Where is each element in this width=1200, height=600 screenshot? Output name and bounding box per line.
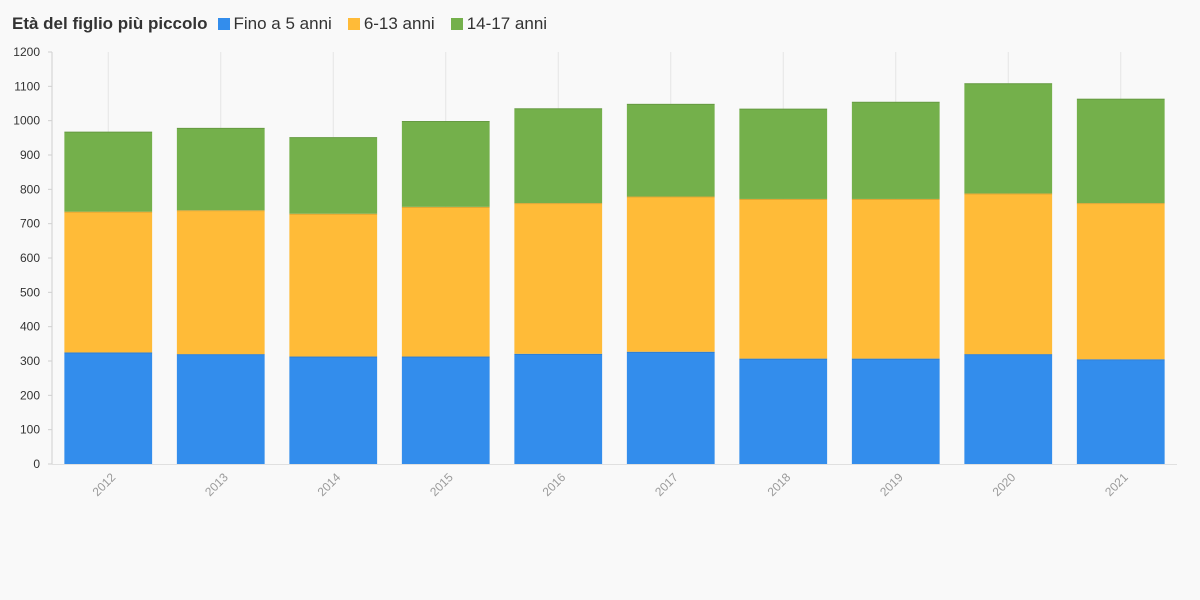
legend-item-14-17-anni[interactable]: 14-17 anni	[450, 14, 548, 34]
y-tick-label: 600	[20, 251, 40, 265]
y-tick-label: 400	[20, 320, 40, 334]
y-tick-label: 0	[33, 457, 40, 471]
bar-2019-6-13-anni[interactable]	[851, 198, 940, 359]
bar-2018-14-17-anni[interactable]	[739, 108, 828, 199]
bar-2020-fino-a-5-anni[interactable]	[964, 354, 1053, 464]
x-tick-label-2015: 2015	[427, 470, 456, 499]
bar-2015-14-17-anni[interactable]	[401, 121, 490, 207]
y-tick-label: 1000	[13, 114, 40, 128]
bar-2013-6-13-anni[interactable]	[176, 210, 265, 355]
bar-2015-fino-a-5-anni[interactable]	[401, 356, 490, 464]
x-tick-label-2014: 2014	[315, 470, 344, 499]
x-tick-label-2013: 2013	[202, 470, 231, 499]
y-tick-label: 100	[20, 423, 40, 437]
bar-2019-fino-a-5-anni[interactable]	[851, 358, 940, 464]
x-tick-label-2021: 2021	[1102, 470, 1131, 499]
legend-title: Età del figlio più piccolo	[12, 14, 208, 33]
bar-2021-6-13-anni[interactable]	[1076, 203, 1165, 360]
bar-2014-6-13-anni[interactable]	[289, 213, 378, 357]
bar-2021-14-17-anni[interactable]	[1076, 98, 1165, 204]
bar-2016-6-13-anni[interactable]	[514, 203, 603, 354]
y-tick-label: 300	[20, 354, 40, 368]
bar-2021-fino-a-5-anni[interactable]	[1076, 359, 1165, 464]
bars	[64, 83, 1165, 464]
bar-2017-fino-a-5-anni[interactable]	[626, 351, 715, 464]
legend: Età del figlio più piccolo Fino a 5 anni…	[12, 12, 563, 36]
bar-2013-fino-a-5-anni[interactable]	[176, 354, 265, 464]
bar-2013-14-17-anni[interactable]	[176, 127, 265, 211]
y-tick-label: 700	[20, 217, 40, 231]
legend-label-6-13-anni: 6-13 anni	[363, 14, 435, 33]
legend-swatch-14-17-anni	[450, 18, 463, 30]
legend-swatch-fino-a-5-anni	[217, 18, 230, 30]
legend-swatch-6-13-anni	[347, 18, 360, 30]
bar-2018-6-13-anni[interactable]	[739, 198, 828, 359]
x-tick-label-2018: 2018	[765, 470, 794, 499]
y-tick-label: 500	[20, 285, 40, 299]
y-tick-label: 1200	[13, 45, 40, 59]
bar-2020-6-13-anni[interactable]	[964, 193, 1053, 355]
bar-2016-fino-a-5-anni[interactable]	[514, 353, 603, 464]
bar-2015-6-13-anni[interactable]	[401, 206, 490, 357]
bar-2012-6-13-anni[interactable]	[64, 211, 153, 353]
legend-label-14-17-anni: 14-17 anni	[466, 14, 548, 33]
y-tick-label: 1100	[14, 79, 40, 93]
y-tick-label: 800	[20, 182, 40, 196]
bar-2014-14-17-anni[interactable]	[289, 137, 378, 214]
bar-2019-14-17-anni[interactable]	[851, 101, 940, 199]
x-tick-label-2019: 2019	[877, 470, 906, 499]
y-tick-label: 200	[20, 388, 40, 402]
bar-2020-14-17-anni[interactable]	[964, 83, 1053, 194]
x-tick-label-2020: 2020	[990, 470, 1019, 499]
legend-item-6-13-anni[interactable]: 6-13 anni	[347, 14, 435, 34]
bar-2012-fino-a-5-anni[interactable]	[64, 352, 153, 464]
legend-item-fino-a-5-anni[interactable]: Fino a 5 anni	[217, 14, 332, 34]
y-tick-label: 900	[20, 148, 40, 162]
bar-2012-14-17-anni[interactable]	[64, 131, 153, 212]
x-tick-label-2016: 2016	[540, 470, 569, 499]
x-tick-label-2012: 2012	[90, 470, 119, 499]
bar-2018-fino-a-5-anni[interactable]	[739, 358, 828, 464]
x-axis: 2012 2013 2014 2015 2016 2017 2018 2019 2020 2021	[52, 464, 1177, 499]
legend-label-fino-a-5-anni: Fino a 5 anni	[233, 14, 332, 33]
bar-2017-6-13-anni[interactable]	[626, 196, 715, 352]
bar-2014-fino-a-5-anni[interactable]	[289, 356, 378, 464]
x-tick-label-2017: 2017	[652, 470, 681, 499]
bar-2016-14-17-anni[interactable]	[514, 108, 603, 204]
y-axis: 0 100 200 300 400 500 600 700 800 900 1000 1100 1200	[13, 45, 53, 471]
bar-2017-14-17-anni[interactable]	[626, 103, 715, 197]
